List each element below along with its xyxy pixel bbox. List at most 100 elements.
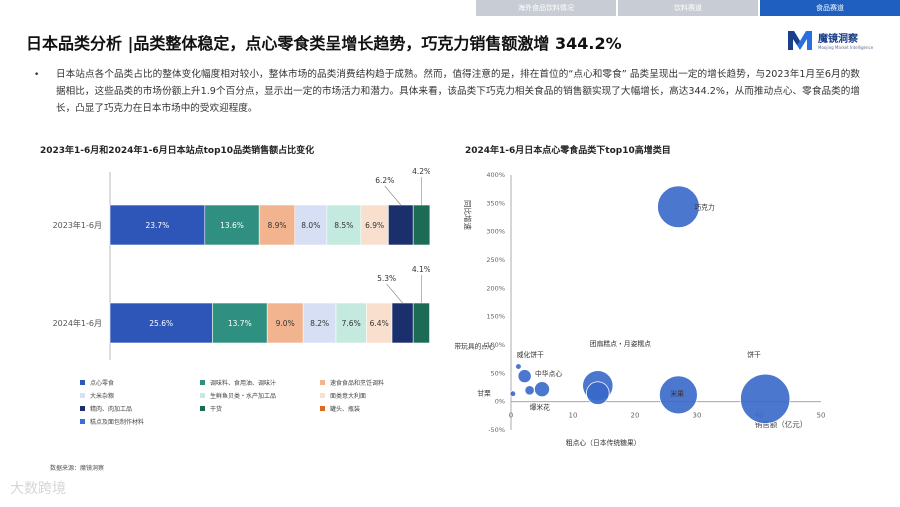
bar-data-label: 4.1% [412,265,430,274]
bar-segment [266,302,304,344]
legend-item: 糕点及面包制作材料 [80,417,200,426]
bullet-icon: • [34,70,40,80]
legend-label: 调味料、食用油、调味汁 [210,380,277,387]
y-tick-label: 400% [486,171,505,179]
bar-data-label: 8.2% [310,319,329,328]
y-tick-label: 200% [486,284,505,292]
legend-label: 速食食品和烹饪调料 [330,380,385,387]
bubble-point [509,390,517,397]
bubble-label: 中华点心 [535,369,562,378]
tab-overseas-food-beverage[interactable]: 海外食品饮料情况 [476,0,616,16]
bar-data-label: 7.6% [342,319,361,328]
bar-segment [335,302,367,344]
y-tick-label: 100% [486,341,505,349]
y-tick-label: -50% [488,426,505,434]
bar-data-label: 8.5% [334,221,353,230]
y-axis-title: 同比增速 [463,200,473,230]
bar-data-label: 13.6% [220,221,244,230]
legend-item: 调味料、食用油、调味汁 [200,378,320,387]
bubble-label: 爆米花 [530,402,551,411]
page-title: 日本品类分析 |品类整体稳定，点心零食类呈增长趋势，巧克力销售额激增 344.2… [26,34,622,53]
data-source: 数据来源：魔镜洞察 [50,465,105,472]
x-tick-label: 50 [817,412,826,420]
bubble-point [658,375,698,415]
legend-swatch [80,419,85,424]
legend-item: 大米杂粮 [80,391,200,400]
legend-label: 精肉、肉加工品 [90,406,133,413]
bar-chart-legend: 点心零食 调味料、食用油、调味汁 速食食品和烹饪调料大米杂粮 生鲜鱼贝类・水产加工品 面… [80,378,410,426]
legend-label: 糕点及面包制作材料 [90,419,145,426]
bar-segment [366,302,393,344]
legend-swatch [200,380,205,385]
legend-swatch [80,380,85,385]
x-axis-title: 销售额（亿元） [755,419,808,429]
bar-data-label: 8.9% [267,221,286,230]
bar-data-label: 6.2% [375,176,394,185]
tab-food-track[interactable]: 食品赛道 [760,0,900,16]
y-tick-label: 250% [486,256,505,264]
label-leader-line [384,185,402,206]
y-tick-label: 300% [486,228,505,236]
bubble-point [657,185,700,229]
bubble-label: 附带玩具的点心 [455,342,495,351]
legend-item: 干货 [200,404,320,413]
bar-segment [258,204,296,246]
tab-beverage-track[interactable]: 饮料赛道 [618,0,758,16]
bubble-label: 饼干 [747,350,761,359]
stacked-bar-chart: 2023年1-6月 23.7% 13.6% 8.9% 8.0% 8.5% 6.9% 6.2% 4… [53,167,430,360]
top-tab-bar: 海外食品饮料情况 饮料赛道 食品赛道 [474,0,900,16]
bubble-point [534,381,551,398]
bar-data-label: 13.7% [228,319,252,328]
bubble-point [524,385,535,396]
x-tick-label: 10 [569,412,578,420]
bar-segment [204,204,260,246]
legend-item: 罐头、瓶装 [320,404,430,413]
bar-segment [109,204,206,246]
label-leader-line [386,283,403,304]
bar-data-label: 5.3% [377,274,396,283]
y-tick-label: 350% [486,199,505,207]
logo-m-icon [788,31,812,50]
legend-label: 罐头、瓶装 [330,406,361,413]
bubble-point [740,373,791,424]
y-tick-label: 50% [491,369,505,377]
brand-logo: 魔镜洞察 Moojing Market Intelligence [786,28,873,52]
bar-segment [109,302,213,344]
legend-item: 点心零食 [80,378,200,387]
legend-swatch [80,406,85,411]
legend-swatch [200,393,205,398]
bubble-label: 米果 [670,389,684,398]
bar-segment [388,204,414,246]
legend-item: 速食食品和烹饪调料 [320,378,430,387]
logo-subtitle: Moojing Market Intelligence [818,45,874,50]
logo-name: 魔镜洞察 [818,34,858,45]
bubble-label: 甘栗 [477,389,491,398]
bubble-point [515,363,522,370]
legend-swatch [320,393,325,398]
legend-item: 面类意大利面 [320,391,430,400]
bubble-label: 威化饼干 [517,350,544,359]
watermark: 大数跨境 [10,481,66,497]
legend-label: 面类意大利面 [330,393,367,400]
category-label: 2024年1-6月 [53,318,102,328]
bubble-label: 粗点心（日本传统糖果） [566,438,641,447]
legend-label: 点心零食 [90,380,115,387]
bar-data-label: 6.4% [370,319,389,328]
x-tick-label: 20 [631,412,640,420]
bubble-point [517,369,532,384]
category-label: 2023年1-6月 [53,220,102,230]
bar-data-label: 4.2% [412,167,430,176]
bar-data-label: 9.0% [276,319,295,328]
bar-segment [360,204,389,246]
left-chart-title: 2023年1-6月和2024年1-6月日本站点top10品类销售额占比变化 [40,146,315,156]
bubble-point [586,381,610,405]
y-tick-label: 150% [486,313,505,321]
bar-data-label: 8.0% [301,221,320,230]
bar-data-label: 25.6% [149,319,173,328]
legend-swatch [320,406,325,411]
bar-segment [302,302,337,344]
bar-data-label: 23.7% [145,221,169,230]
legend-item: 生鲜鱼贝类・水产加工品 [200,391,320,400]
legend-swatch [80,393,85,398]
x-tick-label: 30 [693,412,702,420]
